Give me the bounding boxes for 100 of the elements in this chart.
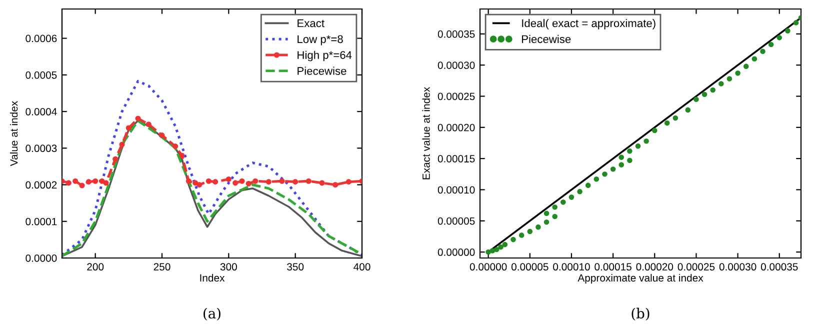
point [552, 214, 558, 220]
point [186, 178, 192, 184]
point [119, 142, 125, 148]
point [726, 76, 732, 82]
point [346, 179, 352, 185]
point [735, 70, 740, 76]
x-tick-label: 350 [287, 263, 304, 271]
point [518, 232, 524, 238]
x-tick-label: 0.00010 [553, 263, 590, 271]
point [644, 138, 649, 144]
legend-label: Low p*=8 [298, 35, 343, 46]
point [760, 48, 766, 54]
y-axis-title: Exact value at index [422, 86, 430, 180]
x-tick-label: 0.00025 [678, 263, 715, 271]
point [594, 176, 600, 182]
y-tick-label: 0.0000 [26, 254, 57, 262]
legend-label: Ideal( exact = approximate) [522, 19, 656, 30]
x-tick-label: 0.00000 [470, 263, 507, 271]
y-tick-label: 0.00000 [438, 248, 475, 256]
point [743, 64, 749, 69]
x-tick-label: 0.00035 [760, 263, 798, 271]
point [319, 180, 325, 186]
x-tick-label: 300 [220, 263, 237, 271]
point [279, 178, 285, 184]
point [498, 244, 504, 250]
point [544, 210, 550, 216]
legend-label: Exact [298, 19, 324, 28]
x-tick-label: 250 [154, 263, 170, 271]
point [292, 179, 298, 185]
y-tick-label: 0.00030 [438, 62, 475, 69]
point [232, 180, 238, 186]
point [664, 120, 670, 126]
text: (a) [204, 308, 220, 321]
point [752, 56, 758, 62]
point [135, 116, 141, 122]
point [126, 125, 132, 131]
point [577, 188, 582, 194]
y-tick-label: 0.00035 [438, 30, 475, 38]
point [494, 246, 500, 252]
point [79, 182, 85, 188]
line-series [62, 116, 362, 188]
line-series [62, 80, 362, 256]
y-tick-label: 0.0003 [26, 144, 57, 152]
point [239, 178, 245, 184]
point [635, 143, 641, 149]
point [196, 182, 202, 188]
x-tick-label: 0.00015 [594, 263, 632, 271]
y-tick-label: 0.00015 [438, 155, 475, 162]
point [306, 178, 312, 184]
y-tick-label: 0.0004 [26, 108, 57, 116]
legend-label: High p*=64 [298, 50, 352, 62]
point [99, 178, 105, 184]
point [585, 182, 591, 188]
point [86, 179, 92, 185]
point [252, 178, 258, 184]
point [179, 152, 185, 158]
point [672, 115, 678, 121]
point [246, 180, 252, 186]
point [212, 179, 218, 185]
x-tick-label: 0.00030 [719, 263, 756, 271]
y-tick-label: 0.0005 [26, 71, 57, 79]
point [159, 132, 165, 138]
point [536, 224, 541, 230]
point [486, 249, 491, 255]
point [710, 87, 716, 93]
x-tick-label: 0.00020 [636, 263, 674, 271]
legend-label: Piecewise [298, 66, 346, 75]
y-tick-label: 0.0001 [26, 218, 57, 226]
point [103, 180, 109, 186]
point [776, 35, 782, 40]
y-tick-label: 0.0006 [26, 34, 57, 42]
point [618, 154, 624, 160]
y-tick-label: 0.00010 [438, 186, 475, 194]
point [685, 107, 691, 113]
point [718, 81, 724, 86]
point [627, 158, 632, 164]
point [610, 166, 616, 172]
point [544, 219, 550, 225]
point [490, 248, 496, 254]
point [694, 96, 699, 102]
point [560, 200, 566, 205]
point [206, 178, 212, 184]
y-axis-title: Value at index [10, 100, 18, 166]
point [266, 179, 272, 185]
point [768, 42, 774, 48]
point [502, 242, 508, 248]
point [332, 182, 338, 188]
x-tick-label: 0.00005 [511, 263, 548, 271]
point [510, 236, 516, 242]
y-tick-label: 0.00025 [438, 92, 475, 100]
point [92, 178, 98, 184]
x-axis-title: Approximate value at index [578, 274, 704, 284]
y-tick-label: 0.00005 [438, 217, 475, 225]
x-axis-title: Index [200, 274, 225, 282]
point [702, 92, 708, 98]
point [568, 194, 574, 200]
point [785, 28, 790, 34]
point [652, 128, 658, 134]
point [72, 178, 78, 184]
y-tick-label: 0.0002 [26, 181, 57, 189]
